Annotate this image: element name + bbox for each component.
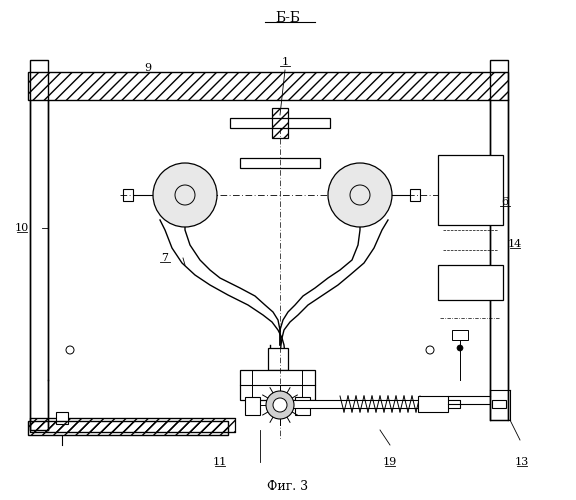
Text: 6: 6 bbox=[502, 197, 509, 207]
Bar bbox=[28, 421, 228, 435]
Bar bbox=[268, 348, 288, 370]
Circle shape bbox=[266, 391, 294, 419]
Text: 1: 1 bbox=[282, 57, 289, 67]
Bar bbox=[280, 400, 460, 408]
Bar bbox=[245, 397, 260, 415]
Bar bbox=[30, 418, 235, 432]
Bar bbox=[30, 60, 48, 430]
Bar bbox=[438, 155, 503, 225]
Bar bbox=[490, 60, 508, 420]
Bar bbox=[56, 412, 68, 424]
Text: 13: 13 bbox=[515, 457, 529, 467]
Bar bbox=[418, 396, 448, 412]
Text: 10: 10 bbox=[15, 223, 29, 233]
Bar bbox=[123, 189, 133, 201]
Text: 7: 7 bbox=[161, 253, 169, 263]
Text: 14: 14 bbox=[508, 239, 522, 249]
Bar bbox=[295, 397, 310, 415]
Bar bbox=[492, 400, 506, 408]
Text: 11: 11 bbox=[213, 457, 227, 467]
Bar bbox=[410, 189, 420, 201]
Bar bbox=[240, 370, 315, 400]
Bar bbox=[230, 118, 330, 128]
Circle shape bbox=[153, 163, 217, 227]
Bar bbox=[240, 158, 320, 168]
Text: 19: 19 bbox=[383, 457, 397, 467]
Text: 9: 9 bbox=[145, 63, 151, 73]
Text: Фиг. 3: Фиг. 3 bbox=[267, 480, 309, 494]
Bar bbox=[438, 265, 503, 300]
Bar bbox=[272, 108, 288, 138]
Circle shape bbox=[328, 163, 392, 227]
Circle shape bbox=[426, 346, 434, 354]
Circle shape bbox=[457, 345, 463, 351]
Circle shape bbox=[273, 398, 287, 412]
Bar bbox=[452, 330, 468, 340]
Text: Б-Б: Б-Б bbox=[275, 11, 301, 25]
Circle shape bbox=[66, 346, 74, 354]
Bar bbox=[28, 72, 508, 100]
